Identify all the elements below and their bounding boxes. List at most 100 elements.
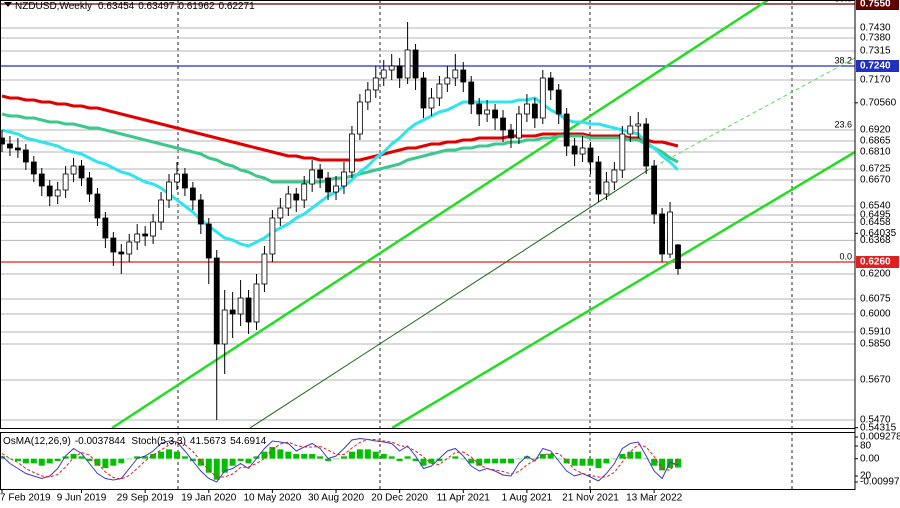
osma-bar xyxy=(237,458,244,462)
osma-bar xyxy=(635,451,642,459)
stoch-line xyxy=(1,439,679,480)
candle-body xyxy=(468,81,475,105)
level-label: 0.7550 xyxy=(860,0,891,10)
osma-bar xyxy=(54,458,61,462)
osma-bar xyxy=(62,456,69,459)
osma-bar xyxy=(484,458,491,464)
osma-bar xyxy=(134,456,141,459)
osma-bar xyxy=(428,458,435,464)
candle-body xyxy=(444,77,451,85)
osma-bar xyxy=(277,449,284,459)
candle-body xyxy=(213,257,220,345)
osma-bar xyxy=(181,456,188,459)
candle-body xyxy=(301,183,308,201)
x-tick-label: 9 Jun 2019 xyxy=(57,493,107,504)
candle-body xyxy=(325,177,331,193)
candle-body xyxy=(245,297,252,323)
candle-body xyxy=(643,123,650,167)
osma-bar xyxy=(651,458,658,466)
osma-bar xyxy=(579,458,586,466)
candle-body xyxy=(571,145,578,155)
candle-body xyxy=(142,233,149,237)
candle-body xyxy=(388,65,395,71)
candle-body xyxy=(579,147,586,155)
osma-bar xyxy=(301,454,308,459)
stoch-title: Stoch(5,3,3) xyxy=(131,436,185,447)
osma-bar xyxy=(531,458,538,460)
x-tick-label: 11 Apr 2021 xyxy=(437,493,491,504)
y-tick-label: 0.54315 xyxy=(860,422,897,433)
candle-body xyxy=(46,185,53,197)
osma-bar xyxy=(571,458,578,466)
x-tick-label: 10 May 2020 xyxy=(243,493,301,504)
osma-bar xyxy=(468,458,475,464)
osma-bar xyxy=(500,458,507,464)
fib-label: 0.0 xyxy=(839,251,852,261)
osma-bar xyxy=(150,454,157,459)
osma-bar xyxy=(213,458,220,480)
osma-value: -0.0037844 xyxy=(75,436,126,447)
osma-bar xyxy=(245,458,252,464)
level-label: 0.6458 xyxy=(860,217,891,228)
osma-bar xyxy=(643,458,650,460)
osma-bar xyxy=(460,458,467,460)
candle-body xyxy=(229,309,236,315)
y-tick-label: 0.0092784 xyxy=(860,432,900,443)
level-label: 0.6540 xyxy=(860,201,891,212)
osma-bar xyxy=(317,456,324,459)
candle-body xyxy=(539,77,546,119)
osma-bar xyxy=(158,451,165,459)
y-tick-label: 80 xyxy=(860,441,872,452)
osma-bar xyxy=(205,458,212,473)
osma-bar xyxy=(30,458,37,464)
candle-body xyxy=(221,309,228,345)
osma-bar xyxy=(309,454,316,459)
candle-body xyxy=(269,217,276,255)
osma-bar xyxy=(667,458,674,469)
osma-bar xyxy=(380,454,387,459)
level-label: 0.6075 xyxy=(860,294,891,305)
osma-bar xyxy=(476,458,483,466)
level-label: 0.6000 xyxy=(860,309,891,320)
candle-body xyxy=(54,189,61,197)
osma-bar xyxy=(14,458,21,462)
y-tick-label: -0.0099754 xyxy=(860,477,900,488)
candle-body xyxy=(523,103,530,115)
level-label: 0.5910 xyxy=(860,327,891,338)
candle-body xyxy=(428,97,435,109)
y-tick-label: 20 xyxy=(860,471,872,482)
candle-body xyxy=(372,77,379,91)
osma-bar xyxy=(555,458,562,460)
osma-bar xyxy=(507,458,514,464)
candle-body xyxy=(118,251,125,255)
x-tick-label: 7 Feb 2019 xyxy=(0,493,51,504)
high-value: 0.63497 xyxy=(138,1,175,12)
x-tick-label: 20 Dec 2020 xyxy=(371,493,428,504)
osma-bar xyxy=(0,456,5,459)
candle-body xyxy=(166,181,172,201)
candle-body xyxy=(356,101,363,135)
stoch-signal-value: 54.6914 xyxy=(230,436,267,447)
candle-body xyxy=(182,173,188,189)
candle-body xyxy=(587,147,594,163)
candle-body xyxy=(531,103,538,119)
fib-label: 23.6 xyxy=(834,119,852,129)
candle-body xyxy=(364,89,371,103)
osma-bar xyxy=(436,458,443,462)
osma-bar xyxy=(94,458,101,466)
candle-body xyxy=(22,149,29,163)
candle-body xyxy=(86,177,93,195)
candle-body xyxy=(62,173,69,191)
fib-label: 50.0 xyxy=(834,0,852,3)
candle-body xyxy=(70,165,77,175)
osma-bar xyxy=(253,456,260,459)
candle-body xyxy=(293,193,300,201)
low-value: 0.61962 xyxy=(178,1,215,12)
candle-body xyxy=(277,207,284,219)
candle-body xyxy=(205,223,212,259)
level-label: 0.7170 xyxy=(860,75,891,86)
osma-title: OsMA(12,26,9) xyxy=(3,436,71,447)
level-label: 0.6725 xyxy=(860,164,891,175)
candle-body xyxy=(667,211,673,255)
osma-bar xyxy=(269,446,276,459)
